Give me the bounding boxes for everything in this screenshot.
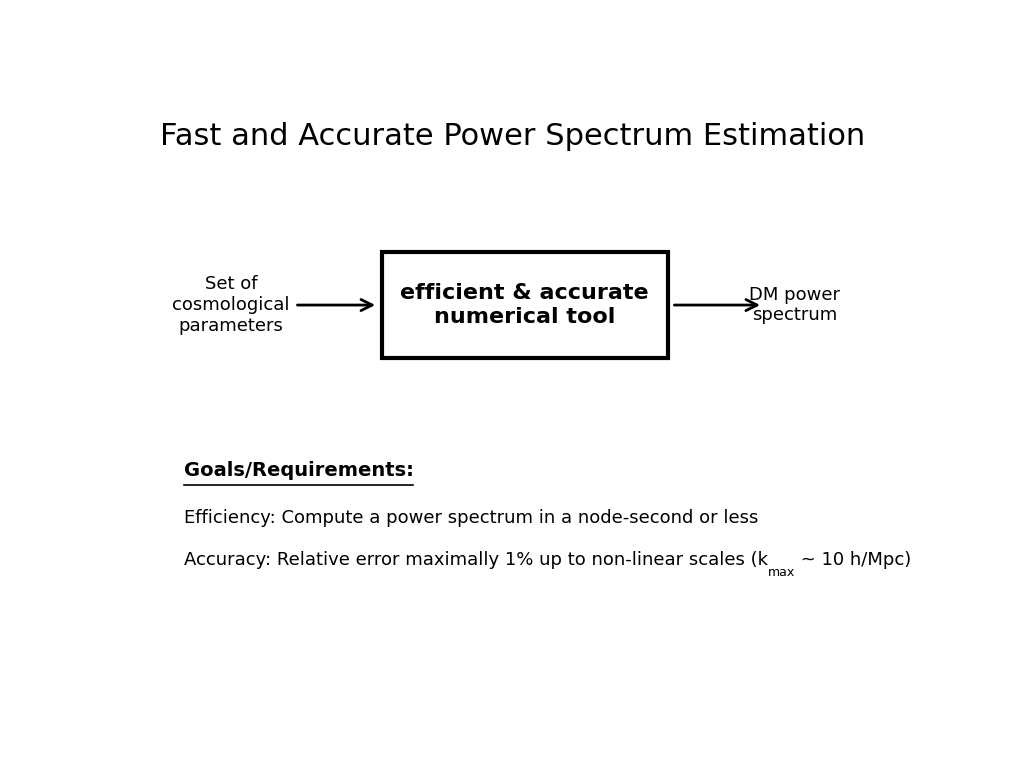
Text: Goals/Requirements:: Goals/Requirements: xyxy=(183,461,414,480)
Text: Set of
cosmological
parameters: Set of cosmological parameters xyxy=(172,275,290,335)
Text: efficient & accurate
numerical tool: efficient & accurate numerical tool xyxy=(400,283,649,326)
Text: DM power
spectrum: DM power spectrum xyxy=(750,286,840,324)
Text: Efficiency: Compute a power spectrum in a node-second or less: Efficiency: Compute a power spectrum in … xyxy=(183,509,758,527)
FancyBboxPatch shape xyxy=(382,252,668,358)
Text: Accuracy: Relative error maximally 1% up to non-linear scales (k: Accuracy: Relative error maximally 1% up… xyxy=(183,551,768,569)
Text: Fast and Accurate Power Spectrum Estimation: Fast and Accurate Power Spectrum Estimat… xyxy=(160,121,865,151)
Text: ~ 10 h/Mpc): ~ 10 h/Mpc) xyxy=(795,551,911,569)
Text: max: max xyxy=(768,566,795,579)
